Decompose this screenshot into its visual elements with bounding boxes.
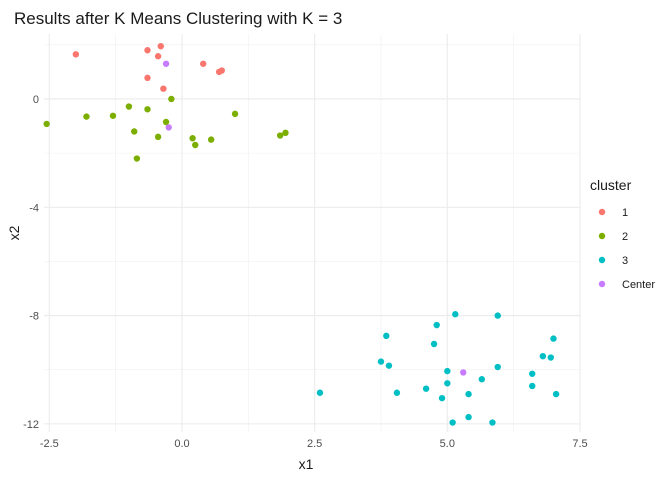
data-point — [430, 340, 438, 348]
legend-key — [598, 256, 606, 264]
data-point — [131, 128, 138, 135]
data-point — [207, 136, 215, 143]
data-point — [43, 120, 50, 128]
chart-title: Results after K Means Clustering with K … — [14, 9, 342, 28]
y-tick-label: -8 — [29, 311, 39, 323]
data-point — [377, 358, 385, 365]
data-point — [478, 376, 486, 383]
data-point — [144, 47, 151, 54]
data-point — [547, 354, 555, 361]
data-point — [529, 370, 536, 377]
data-point — [539, 352, 547, 360]
data-point — [316, 389, 324, 396]
legend-label: 1 — [622, 207, 628, 219]
data-point — [433, 321, 440, 329]
data-point — [422, 385, 430, 392]
y-axis-title: x2 — [6, 225, 22, 240]
legend-key — [598, 280, 606, 288]
data-point — [144, 106, 151, 113]
data-point — [133, 155, 141, 162]
data-point — [218, 67, 225, 74]
legend: cluster 1 2 3 Center — [590, 177, 655, 291]
data-point — [494, 363, 501, 371]
data-point — [154, 53, 162, 60]
data-point — [231, 110, 239, 118]
data-point — [529, 382, 536, 390]
data-point — [444, 367, 451, 375]
data-point — [192, 141, 199, 149]
data-point — [157, 42, 164, 50]
x-tick-label: 5.0 — [440, 438, 455, 450]
legend-label: 3 — [622, 255, 628, 267]
y-tick-label: -4 — [29, 202, 39, 214]
x-axis-title: x1 — [299, 456, 314, 472]
data-point — [154, 133, 162, 141]
axis-ticks: -2.5 0.0 2.5 5.0 7.5 0 -4 -8 -12 — [23, 94, 588, 450]
data-point — [465, 390, 472, 398]
data-point — [550, 335, 557, 342]
data-point — [162, 118, 170, 126]
data-points — [43, 42, 560, 426]
y-tick-label: -12 — [23, 419, 39, 431]
data-point — [438, 394, 446, 402]
x-tick-label: 2.5 — [307, 438, 322, 450]
legend-key — [598, 232, 606, 240]
legend-title: cluster — [590, 177, 632, 193]
data-point — [465, 413, 472, 421]
legend-key — [598, 208, 606, 216]
data-point — [200, 60, 207, 67]
data-point — [282, 129, 289, 137]
data-point — [165, 124, 172, 131]
x-tick-label: 7.5 — [572, 438, 587, 450]
data-point — [144, 74, 151, 82]
y-tick-label: 0 — [33, 94, 39, 106]
data-point — [444, 380, 451, 387]
data-point — [383, 332, 390, 340]
data-point — [552, 390, 560, 398]
data-point — [125, 103, 133, 110]
data-point — [494, 312, 501, 319]
data-point — [385, 362, 393, 369]
data-point — [189, 135, 196, 142]
x-tick-label: 0.0 — [174, 438, 189, 450]
data-point — [109, 112, 117, 119]
legend-label: Center — [622, 279, 655, 291]
data-point — [160, 85, 167, 92]
data-point — [393, 389, 401, 396]
data-point — [489, 419, 496, 426]
grid — [44, 34, 581, 432]
x-tick-label: -2.5 — [40, 438, 59, 450]
data-point — [83, 113, 90, 120]
data-point — [72, 51, 80, 58]
data-point — [168, 95, 175, 103]
data-point — [452, 311, 459, 318]
data-point — [276, 132, 284, 139]
data-point — [162, 60, 170, 67]
data-point — [449, 419, 456, 426]
data-point — [460, 369, 467, 376]
legend-label: 2 — [622, 231, 628, 243]
